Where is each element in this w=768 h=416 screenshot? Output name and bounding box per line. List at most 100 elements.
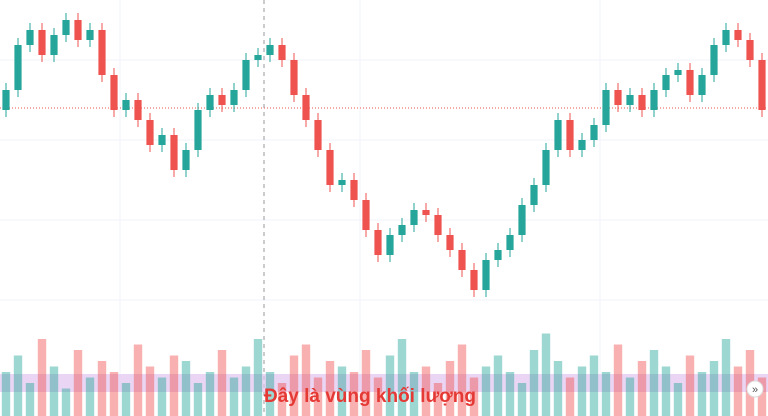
candle-body bbox=[194, 110, 202, 150]
volume-bar bbox=[577, 366, 587, 416]
candle-body bbox=[650, 90, 658, 110]
volume-bar bbox=[25, 383, 35, 416]
candle-body bbox=[326, 150, 334, 185]
volume-bar bbox=[469, 377, 479, 416]
candle-body bbox=[590, 125, 598, 140]
volume-bar bbox=[217, 350, 227, 416]
volume-bar bbox=[481, 366, 491, 416]
candle-body bbox=[110, 75, 118, 110]
volume-bar bbox=[241, 366, 251, 416]
candle-layer bbox=[0, 13, 768, 297]
volume-bar bbox=[541, 333, 551, 416]
candle-body bbox=[26, 30, 34, 45]
volume-bar bbox=[493, 355, 503, 416]
candle-body bbox=[614, 90, 622, 105]
volume-bar bbox=[349, 372, 359, 416]
candle-body bbox=[302, 95, 310, 120]
candle-body bbox=[158, 135, 166, 145]
candle-body bbox=[626, 95, 634, 105]
candle-body bbox=[38, 30, 46, 55]
volume-bar bbox=[61, 388, 71, 416]
candle-body bbox=[254, 55, 262, 60]
candle-body bbox=[2, 90, 10, 110]
volume-bar bbox=[757, 377, 767, 416]
volume-bar bbox=[733, 366, 743, 416]
volume-bar bbox=[409, 372, 419, 416]
candle-body bbox=[746, 40, 754, 60]
volume-bar bbox=[433, 383, 443, 416]
candle-body bbox=[518, 205, 526, 235]
volume-bar bbox=[457, 344, 467, 416]
volume-bar bbox=[685, 355, 695, 416]
volume-bar bbox=[529, 350, 539, 416]
volume-bar bbox=[601, 372, 611, 416]
volume-bar bbox=[697, 372, 707, 416]
volume-bar bbox=[421, 366, 431, 416]
volume-bar bbox=[1, 372, 11, 416]
volume-bar bbox=[649, 350, 659, 416]
scroll-icon: » bbox=[752, 384, 758, 396]
volume-bar bbox=[97, 361, 107, 416]
candle-body bbox=[374, 230, 382, 255]
candle-body bbox=[350, 180, 358, 200]
volume-bar bbox=[265, 372, 275, 416]
volume-bar bbox=[553, 361, 563, 416]
candle-body bbox=[482, 260, 490, 290]
volume-bar bbox=[37, 339, 47, 416]
volume-bar bbox=[397, 339, 407, 416]
candle-body bbox=[242, 60, 250, 90]
volume-bar bbox=[277, 383, 287, 416]
volume-bar bbox=[613, 344, 623, 416]
volume-bar bbox=[361, 350, 371, 416]
volume-bar bbox=[721, 339, 731, 416]
candle-body bbox=[530, 185, 538, 205]
volume-bar bbox=[229, 377, 239, 416]
candle-body bbox=[758, 60, 766, 110]
candle-body bbox=[674, 70, 682, 75]
volume-bar bbox=[517, 383, 527, 416]
volume-bar bbox=[205, 372, 215, 416]
candle-body bbox=[566, 120, 574, 150]
candle-body bbox=[14, 45, 22, 90]
candle-body bbox=[410, 210, 418, 225]
candle-body bbox=[446, 235, 454, 250]
candle-body bbox=[710, 45, 718, 75]
candle-body bbox=[386, 235, 394, 255]
candle-body bbox=[458, 250, 466, 270]
candle-body bbox=[554, 120, 562, 150]
volume-bar bbox=[565, 377, 575, 416]
volume-bar bbox=[589, 355, 599, 416]
candle-body bbox=[362, 200, 370, 230]
volume-bar bbox=[709, 361, 719, 416]
candle-body bbox=[686, 70, 694, 95]
volume-bar bbox=[445, 361, 455, 416]
volume-bar bbox=[109, 372, 119, 416]
candle-body bbox=[578, 140, 586, 150]
candle-body bbox=[470, 270, 478, 290]
volume-bar bbox=[169, 355, 179, 416]
volume-bar bbox=[325, 361, 335, 416]
volume-band bbox=[0, 374, 768, 392]
volume-bar bbox=[193, 383, 203, 416]
volume-bar bbox=[337, 366, 347, 416]
candle-body bbox=[62, 20, 70, 35]
candle-body bbox=[542, 150, 550, 185]
volume-bar bbox=[85, 377, 95, 416]
volume-bar bbox=[181, 361, 191, 416]
scroll-button[interactable] bbox=[746, 380, 764, 398]
volume-bar bbox=[49, 366, 59, 416]
volume-bar bbox=[145, 366, 155, 416]
candle-body bbox=[86, 30, 94, 40]
candle-body bbox=[662, 75, 670, 90]
candle-body bbox=[722, 30, 730, 45]
candle-body bbox=[398, 225, 406, 235]
volume-bar bbox=[661, 366, 671, 416]
volume-bar bbox=[121, 383, 131, 416]
volume-bar bbox=[253, 339, 263, 416]
candle-body bbox=[122, 100, 130, 110]
annotation: Đây là vùng khối lượng bbox=[264, 386, 476, 407]
volume-bar bbox=[73, 350, 83, 416]
candle-body bbox=[134, 100, 142, 120]
volume-bar bbox=[157, 377, 167, 416]
